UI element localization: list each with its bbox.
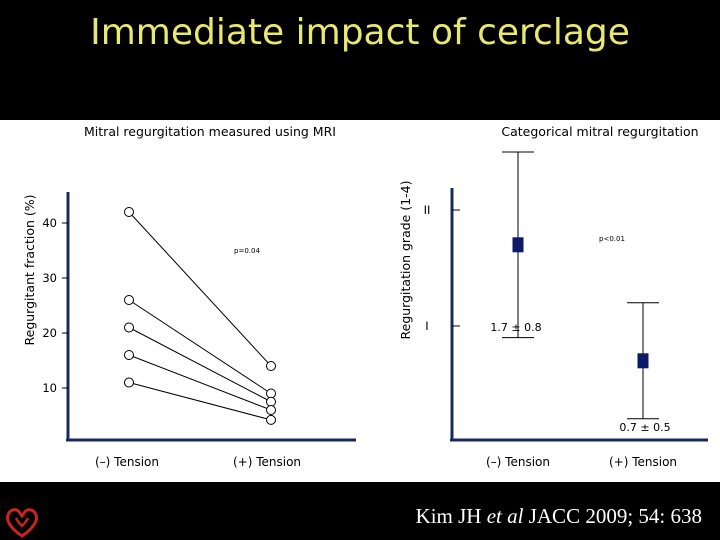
right-y-tick-label: II [424,203,431,217]
chart-panel: Mitral regurgitation measured using MRI … [0,120,720,482]
left-y-ticks: 10 20 30 40 [42,216,68,395]
heart-logo-icon [6,508,38,538]
left-x-label-plus: (+) Tension [233,455,301,469]
right-mean-label-minus: 1.7 ± 0.8 [490,321,541,334]
citation: Kim JH et al JACC 2009; 54: 638 [416,504,702,529]
left-pair-line [128,211,272,367]
left-y-tick-label: 30 [42,271,57,285]
left-p-value: p=0.04 [234,247,260,255]
right-mean-label-plus: 0.7 ± 0.5 [619,421,670,434]
right-y-ticks: III [424,203,460,333]
right-p-value: p<0.01 [599,235,625,243]
left-pair-line [128,299,272,394]
slide-footer: Kim JH et al JACC 2009; 54: 638 [0,482,720,540]
left-x-label-minus: (–) Tension [95,455,159,469]
left-point-minus [124,350,134,360]
right-error-bars [502,151,659,420]
right-mean-marker [637,353,649,369]
left-point-plus [266,414,276,425]
right-y-tick-label: I [425,319,428,333]
left-y-tick-label: 20 [42,326,57,340]
left-point-plus [266,361,276,371]
left-point-minus [124,377,134,388]
left-chart: Mitral regurgitation measured using MRI … [22,124,356,469]
slide-header: Immediate impact of cerclage [0,0,720,120]
left-y-tick-label: 40 [42,216,57,230]
citation-author: Kim JH [415,504,487,528]
left-point-plus [266,405,276,415]
left-y-axis-label: Regurgitant fraction (%) [22,195,37,346]
left-chart-title: Mitral regurgitation measured using MRI [84,124,336,139]
citation-journal: JACC 2009; 54: 638 [523,504,702,528]
right-mean-markers [512,237,649,369]
left-y-tick-label: 10 [42,381,57,395]
right-mean-marker [512,237,524,253]
left-point-plus [266,396,276,407]
right-y-axis-label: Regurgitation grade (1-4) [398,181,413,340]
left-point-minus [124,295,134,305]
left-pair-line [128,382,272,421]
left-point-plus [266,388,276,399]
right-chart-title: Categorical mitral regurgitation [501,124,698,139]
left-point-minus [124,207,134,217]
slide-title: Immediate impact of cerclage [90,12,630,53]
right-chart: Categorical mitral regurgitation Regurgi… [398,124,708,469]
left-pair-line [128,354,272,411]
citation-etal: et al [486,504,524,528]
left-point-minus [124,322,134,333]
left-pair-line [128,327,272,403]
charts-svg: Mitral regurgitation measured using MRI … [22,124,708,469]
right-x-label-plus: (+) Tension [609,455,677,469]
left-points [124,207,276,425]
right-x-label-minus: (–) Tension [486,455,550,469]
left-paired-lines [128,211,272,421]
